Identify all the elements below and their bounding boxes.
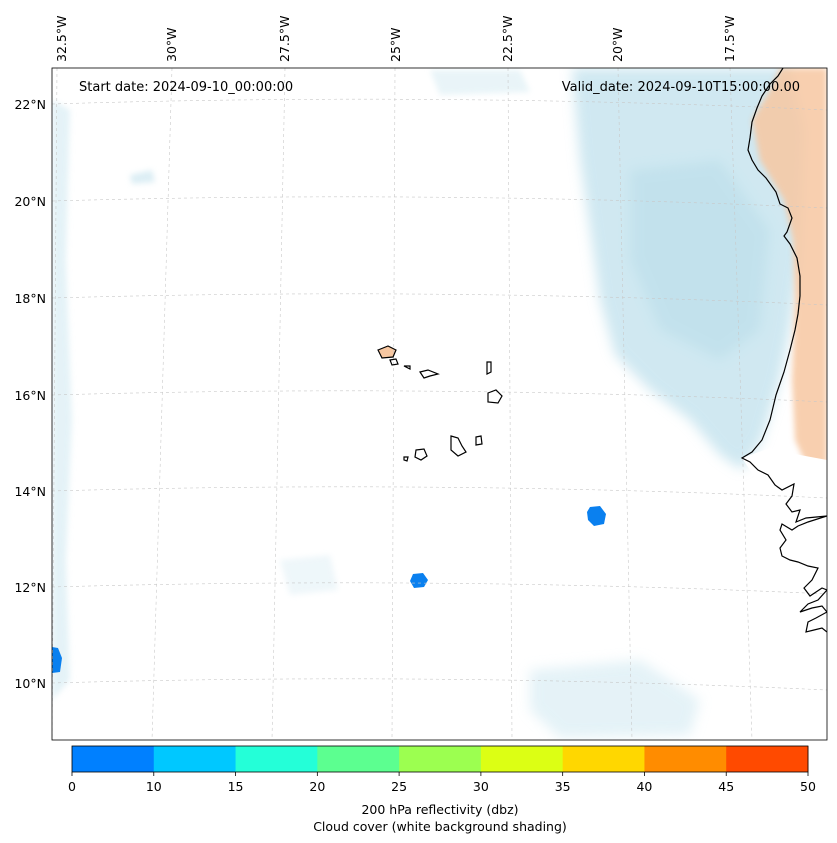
parallel-22n [52, 98, 827, 111]
colorbar-segments [72, 746, 809, 772]
colorbar-tick-label: 45 [718, 779, 734, 794]
colorbar-sublabel: Cloud cover (white background shading) [313, 819, 567, 834]
colorbar-tick-label: 25 [391, 779, 407, 794]
longitude-labels: 32.5°W 30°W 27.5°W 25°W 22.5°W 20°W 17.5… [54, 16, 737, 62]
reflectivity-cells [52, 506, 606, 673]
parallel-18n [52, 293, 827, 306]
colorbar-tick-label: 30 [473, 779, 489, 794]
lon-label-22-5w: 22.5°W [500, 16, 515, 62]
colorbar-segment [480, 746, 564, 772]
meridian-25w [391, 68, 396, 740]
colorbar-segment [562, 746, 645, 772]
cloud-patch-northwest [130, 170, 155, 184]
island-santo-antao [377, 345, 397, 359]
colorbar-frame [71, 745, 809, 773]
cloud-region-east-core [630, 160, 770, 360]
meridian-27-5w [271, 68, 286, 740]
lon-label-20w: 20°W [610, 27, 625, 62]
colorbar-tick-label: 0 [68, 779, 76, 794]
africa-land-south [742, 448, 827, 740]
cloud-patch-west-mid [280, 555, 338, 595]
lon-label-27-5w: 27.5°W [277, 16, 292, 62]
latitude-labels: 22°N 20°N 18°N 16°N 14°N 12°N 10°N [14, 97, 46, 691]
meridian-17-5w [729, 68, 753, 740]
africa-coastline [740, 68, 827, 633]
lat-label-12n: 12°N [14, 580, 46, 595]
cloud-patch-north [430, 70, 530, 95]
island-sao-nicolau [419, 369, 440, 379]
colorbar-tick-label: 10 [146, 779, 162, 794]
island-santo-antao-fill [378, 346, 396, 358]
start-date-label: Start date: 2024-09-10_00:00:00 [79, 80, 293, 95]
reflectivity-cell-west [52, 647, 62, 673]
africa-warm-shading [752, 68, 827, 470]
meridian-32-5w [52, 68, 58, 740]
colorbar-label: 200 hPa reflectivity (dbz) [361, 802, 518, 817]
lat-label-16n: 16°N [14, 388, 46, 403]
coastlines [377, 68, 827, 633]
parallel-20n [52, 196, 827, 209]
lat-label-22n: 22°N [14, 97, 46, 112]
colorbar-tick-label: 20 [309, 779, 325, 794]
island-brava [403, 456, 409, 462]
lat-label-20n: 20°N [14, 194, 46, 209]
lon-label-32-5w: 32.5°W [54, 16, 69, 62]
colorbar-tick-label: 40 [636, 779, 652, 794]
lon-label-25w: 25°W [388, 27, 403, 62]
lon-label-30w: 30°W [164, 27, 179, 62]
colorbar-tick-label: 50 [800, 779, 816, 794]
cloud-region-south [530, 660, 700, 738]
meridian-22-5w [507, 68, 513, 740]
cloud-cover-shading [52, 68, 805, 738]
island-sao-vicente [389, 358, 399, 366]
island-santiago [450, 435, 467, 457]
colorbar-segment [399, 746, 482, 772]
island-maio [475, 435, 483, 446]
colorbar-segment [644, 746, 727, 772]
island-santa-luzia [403, 365, 411, 370]
reflectivity-cell-east [587, 506, 606, 526]
colorbar: 0 10 15 20 25 30 35 40 45 50 200 hPa reflectivity… [68, 745, 816, 834]
island-sal [486, 361, 492, 375]
valid-date-label: Valid_date: 2024-09-10T15:00:00.00 [562, 80, 800, 95]
colorbar-segment [235, 746, 318, 772]
graticule [52, 68, 827, 740]
lat-label-10n: 10°N [14, 676, 46, 691]
parallel-16n [52, 390, 827, 403]
parallel-14n [52, 486, 827, 499]
colorbar-segment [153, 746, 237, 772]
colorbar-segment [726, 746, 809, 772]
lon-label-17-5w: 17.5°W [722, 16, 737, 62]
parallel-10n [52, 678, 827, 691]
parallel-12n [52, 582, 827, 595]
meridian-30w [151, 68, 173, 740]
cloud-region-west-edge [52, 100, 72, 700]
lat-label-14n: 14°N [14, 484, 46, 499]
map-frame [51, 67, 828, 741]
map-area [51, 67, 828, 741]
reflectivity-cell-south [410, 573, 428, 588]
land-shading [378, 68, 827, 740]
colorbar-ticks: 0 10 15 20 25 30 35 40 45 50 [68, 772, 816, 794]
colorbar-tick-label: 35 [555, 779, 571, 794]
colorbar-tick-label: 15 [228, 779, 244, 794]
lat-label-18n: 18°N [14, 291, 46, 306]
colorbar-segment [72, 746, 155, 772]
island-boa-vista [487, 389, 503, 404]
meridian-20w [617, 68, 633, 740]
island-fogo [414, 448, 428, 461]
colorbar-segment [317, 746, 400, 772]
